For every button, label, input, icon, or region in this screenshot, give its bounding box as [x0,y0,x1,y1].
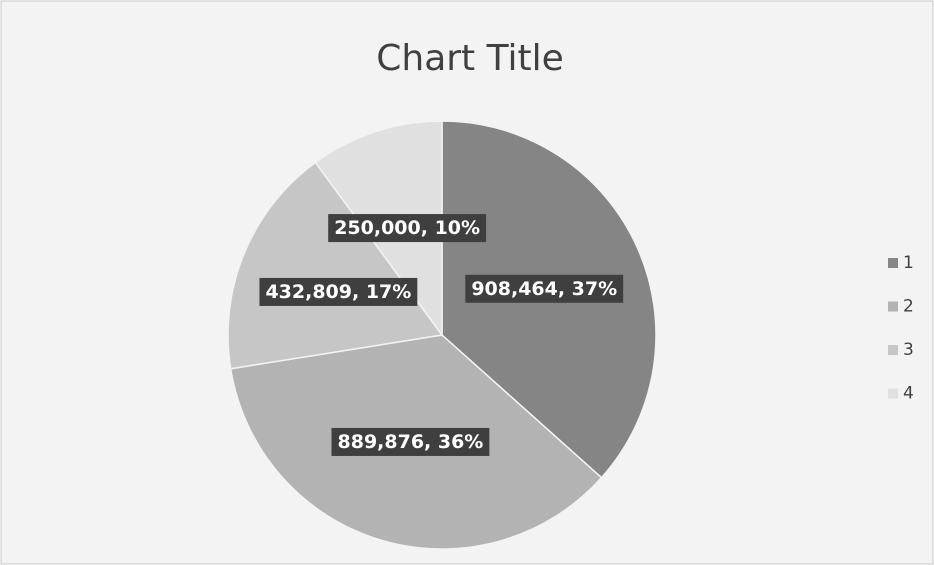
legend-label: 2 [903,297,914,317]
value-label-box [331,427,490,456]
chart-title: Chart Title [376,38,564,79]
value-label: 432,809, 17% [265,281,411,303]
legend-swatch [888,345,898,355]
value-label: 250,000, 10% [334,217,480,239]
legend-swatch [888,388,898,399]
value-label: 889,876, 36% [338,431,484,453]
value-label-box [465,274,624,303]
legend-label: 1 [903,253,914,273]
legend-label: 3 [903,340,914,360]
legend-label: 4 [903,384,914,404]
value-label-box [328,214,487,243]
value-label-box [259,277,418,306]
legend-swatch [888,301,898,312]
pie-slice [227,161,444,370]
value-label: 908,464, 37% [471,278,617,300]
legend-swatch [888,258,898,268]
